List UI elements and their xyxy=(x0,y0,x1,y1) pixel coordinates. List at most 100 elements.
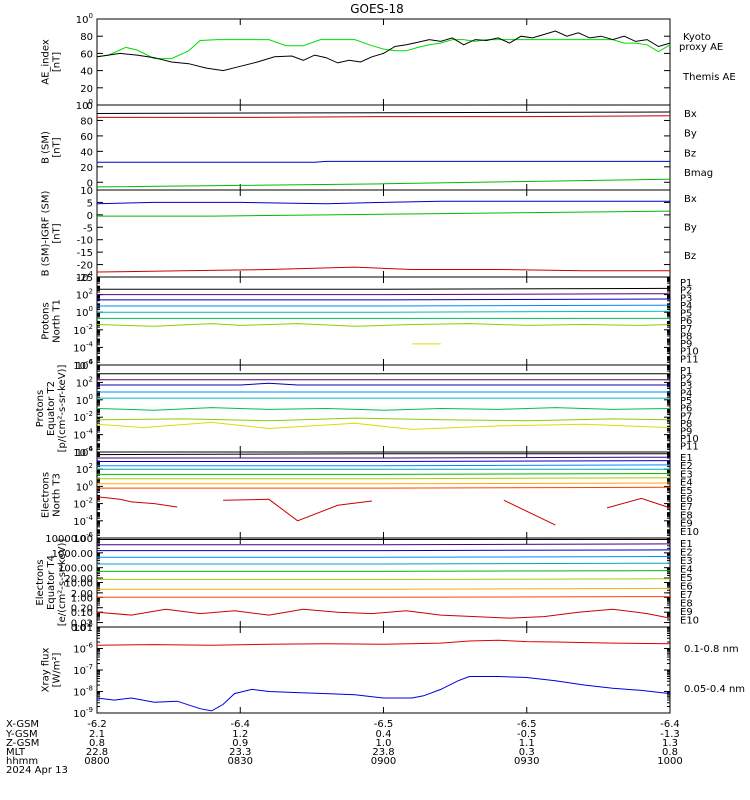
legend-entry: P6 xyxy=(680,316,692,327)
x-axis-value: 0900 xyxy=(371,756,396,767)
x-axis-value: 2.1 xyxy=(89,729,105,740)
y-tick-label: 10-8 xyxy=(73,685,93,699)
y-tick-label: -10 xyxy=(77,236,93,247)
series-p3 xyxy=(97,382,670,386)
legend-entry: P2 xyxy=(680,374,692,385)
panel-frame xyxy=(96,18,671,106)
x-axis-value: 23.8 xyxy=(372,747,394,758)
y-tick-label: 20.00 xyxy=(64,574,93,585)
y-tick-label: 40 xyxy=(80,147,93,158)
legend-entry: P4 xyxy=(680,389,692,400)
series-e10 xyxy=(223,498,373,522)
legend-entry: P4 xyxy=(680,301,692,312)
series-e5 xyxy=(97,562,671,565)
y-tick-label: 5 xyxy=(87,198,93,209)
y-axis-label: [nT] xyxy=(52,223,63,243)
legend-entry: E10 xyxy=(680,616,699,627)
y-axis-label: North T3 xyxy=(52,473,63,517)
y-tick-label: 10-5 xyxy=(73,620,93,634)
x-axis-row-label: 2024 Apr 13 xyxy=(6,765,68,776)
series-e10 xyxy=(96,496,178,508)
legend-entry: P8 xyxy=(680,419,692,430)
legend-entry: E5 xyxy=(680,573,693,584)
y-tick-label: 10-9 xyxy=(73,706,93,720)
legend-entry: E8 xyxy=(680,510,693,521)
legend-entry: Bx xyxy=(684,194,697,205)
y-tick-label: 20 xyxy=(80,163,93,174)
legend-entry: E4 xyxy=(680,565,693,576)
x-axis-value: 0.3 xyxy=(519,747,535,758)
panel-frame xyxy=(96,537,671,628)
series-e1 xyxy=(96,453,670,456)
y-axis-label: [nT] xyxy=(52,137,63,157)
panel-2: 0 20 40 60 80 100 B (SM) [nT] Bx By Bz Bmag xyxy=(41,98,713,191)
legend-entry: E6 xyxy=(680,494,693,505)
panel-frame xyxy=(96,626,671,714)
y-tick-label: 100 xyxy=(76,479,93,493)
y-axis-label: [e/(cm²-s-sr-keV)] xyxy=(57,539,68,627)
y-tick-label: 100 xyxy=(76,98,93,112)
legend-entry: 0.1-0.8 nm xyxy=(684,644,739,655)
x-axis-value: 0.8 xyxy=(89,738,105,749)
series-e4 xyxy=(97,464,671,467)
x-axis-value: 1.3 xyxy=(662,738,678,749)
y-tick-label: 102 xyxy=(76,375,93,389)
x-axis-value: -6.2 xyxy=(87,719,107,730)
legend-entry: P11 xyxy=(680,354,699,365)
y-tick-label: 60 xyxy=(80,49,93,60)
legend-entry: P3 xyxy=(680,293,692,304)
legend-entry: E5 xyxy=(680,486,693,497)
legend-entry: E1 xyxy=(680,453,693,464)
series-e7 xyxy=(97,477,671,480)
series-e7 xyxy=(97,578,671,580)
y-axis-label: North T1 xyxy=(52,299,63,343)
y-tick-label: 102 xyxy=(76,462,93,476)
legend-entry: P5 xyxy=(680,396,692,407)
y-tick-label: 40 xyxy=(80,67,93,78)
legend-entry: P7 xyxy=(680,411,692,422)
series-e9 xyxy=(97,486,671,489)
legend-entry: E9 xyxy=(680,607,693,618)
legend-entry: P6 xyxy=(680,404,692,415)
legend-entry: Bz xyxy=(684,148,696,159)
y-tick-label: 100 xyxy=(76,305,93,319)
legend-entry: P9 xyxy=(680,426,692,437)
series-e3 xyxy=(97,460,671,462)
x-axis-value: 1.1 xyxy=(519,738,535,749)
y-tick-label: -20 xyxy=(77,261,93,272)
series-bmag xyxy=(96,111,671,114)
y-tick-label: 80 xyxy=(80,32,93,43)
y-tick-label: 0.02 xyxy=(71,619,93,630)
y-axis-label: AE_index xyxy=(41,39,52,85)
legend-entry: P10 xyxy=(680,347,699,358)
legend-entry: Bz xyxy=(684,251,696,262)
y-tick-label: 10-6 xyxy=(73,445,93,459)
series-p4 xyxy=(97,304,671,307)
x-axis-value: -0.5 xyxy=(517,729,537,740)
y-tick-label: 60 xyxy=(80,132,93,143)
y-tick-label: 100 xyxy=(76,393,93,407)
y-tick-label: 10-6 xyxy=(73,531,93,545)
legend-entry: By xyxy=(684,222,697,233)
x-axis-row-label: MLT xyxy=(6,747,26,758)
legend-entry: Themis AE xyxy=(682,72,736,83)
y-axis-label: Equator T4 xyxy=(46,555,57,610)
series-bz xyxy=(97,115,671,118)
series-p1 xyxy=(97,287,671,290)
series-p7 xyxy=(96,323,671,327)
legend-entry: P9 xyxy=(680,339,692,350)
legend-entry: By xyxy=(684,129,697,140)
y-tick-label: 10-2 xyxy=(73,497,93,511)
y-tick-label: 100 xyxy=(76,12,93,26)
legend-entry: P5 xyxy=(680,309,692,320)
x-axis-value: 23.3 xyxy=(229,747,251,758)
legend-entry: P1 xyxy=(680,366,692,377)
figure-title: GOES-18 xyxy=(350,2,404,16)
series-bx xyxy=(96,200,670,205)
x-axis-value: -6.4 xyxy=(230,719,250,730)
y-axis-label: Xray flux xyxy=(41,648,52,693)
legend-entry: E2 xyxy=(680,461,693,472)
series-by xyxy=(96,178,671,188)
